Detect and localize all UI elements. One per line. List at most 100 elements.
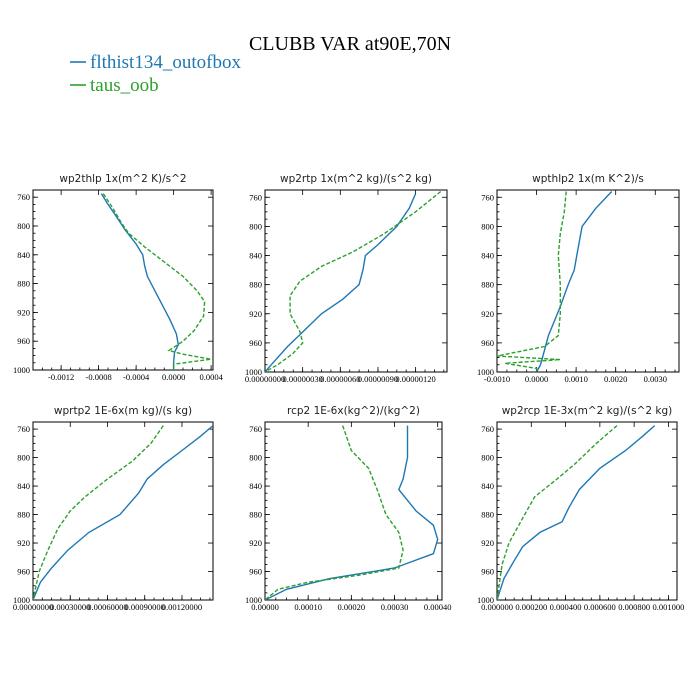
plot-frame bbox=[264, 189, 448, 373]
series-line-taus-oob bbox=[33, 425, 164, 600]
y-tick-label: 960 bbox=[17, 336, 30, 346]
y-tick-label: 920 bbox=[17, 538, 30, 548]
series-line-flthist134 bbox=[497, 425, 656, 600]
y-tick-label: 1000 bbox=[245, 367, 262, 377]
y-tick-label: 760 bbox=[481, 424, 494, 434]
x-tick-label: 0.00090000 bbox=[125, 602, 165, 612]
panel-2: wp2rtp 1x(m^2 kg)/(s^2 kg) 760 800 840 880 92… bbox=[245, 173, 448, 384]
panel-title: wpthlp2 1x(m K^2)/s bbox=[532, 173, 644, 185]
y-tick-label: 800 bbox=[249, 221, 262, 231]
plot-frame bbox=[32, 189, 214, 371]
y-tick-label: 760 bbox=[249, 424, 262, 434]
y-tick-label: 840 bbox=[481, 481, 494, 491]
legend-label-flthist134: flthist134_outofbox bbox=[90, 52, 241, 73]
x-tick-label: 0.0020 bbox=[604, 374, 627, 384]
y-tick-label: 920 bbox=[481, 309, 494, 319]
y-tick-label: 840 bbox=[249, 481, 262, 491]
panel-title: wp2rcp 1E-3x(m^2 kg)/(s^2 kg) bbox=[502, 405, 673, 417]
figure-title: CLUBB VAR at90E,70N bbox=[249, 33, 451, 55]
x-tick-label: 0.000600 bbox=[584, 602, 616, 612]
y-tick-label: 880 bbox=[249, 510, 262, 520]
panel-title: wprtp2 1E-6x(m kg)/(s kg) bbox=[54, 405, 192, 417]
panel-title: rcp2 1E-6x(kg^2)/(kg^2) bbox=[287, 405, 420, 417]
y-tick-label: 800 bbox=[17, 221, 30, 231]
x-tick-label: -0.0010 bbox=[484, 374, 510, 384]
panel-1: wp2thlp 1x(m^2 K)/s^2 760 800 840 880 920 960 1… bbox=[13, 173, 224, 382]
x-tick-label: 0.00120000 bbox=[162, 602, 202, 612]
plot-frame bbox=[496, 421, 678, 601]
x-tick-label: -0.0012 bbox=[48, 372, 74, 382]
series-line-taus-oob bbox=[102, 193, 212, 370]
panel-title: wp2rtp 1x(m^2 kg)/(s^2 kg) bbox=[280, 173, 432, 185]
y-tick-label: 1000 bbox=[477, 367, 494, 377]
y-tick-label: 960 bbox=[481, 338, 494, 348]
plot-frame bbox=[496, 189, 680, 373]
x-tick-label: 0.0000 bbox=[525, 374, 548, 384]
x-tick-label: 0.00030000 bbox=[50, 602, 90, 612]
y-tick-label: 800 bbox=[481, 453, 494, 463]
x-tick-label: 0.0000 bbox=[162, 372, 185, 382]
x-tick-label: 0.00000090 bbox=[358, 374, 398, 384]
y-tick-label: 920 bbox=[481, 538, 494, 548]
x-tick-label: 0.00020 bbox=[338, 602, 366, 612]
y-tick-label: 760 bbox=[249, 192, 262, 202]
plot-frame bbox=[32, 421, 214, 601]
y-tick-label: 960 bbox=[481, 567, 494, 577]
series-line-taus-oob bbox=[265, 425, 404, 600]
y-tick-label: 960 bbox=[249, 338, 262, 348]
y-tick-label: 800 bbox=[17, 453, 30, 463]
panel-5: rcp2 1E-6x(kg^2)/(kg^2) 760 800 840 880 920 96… bbox=[245, 405, 451, 612]
y-tick-label: 960 bbox=[249, 567, 262, 577]
x-tick-label: 0.000200 bbox=[515, 602, 547, 612]
x-tick-label: 0.00060000 bbox=[87, 602, 127, 612]
x-tick-label: 0.00000120 bbox=[395, 374, 435, 384]
series-line-flthist134 bbox=[100, 193, 180, 370]
x-tick-label: 0.000400 bbox=[550, 602, 582, 612]
x-tick-label: 0.00000000 bbox=[13, 602, 53, 612]
y-tick-label: 920 bbox=[249, 309, 262, 319]
series-line-flthist134 bbox=[265, 425, 439, 600]
y-tick-label: 760 bbox=[17, 424, 30, 434]
panel-title: wp2thlp 1x(m^2 K)/s^2 bbox=[59, 173, 186, 185]
x-tick-label: 0.00030 bbox=[381, 602, 409, 612]
y-tick-label: 840 bbox=[17, 250, 30, 260]
plot-frame bbox=[264, 421, 443, 601]
y-tick-label: 1000 bbox=[13, 595, 30, 605]
x-tick-label: 0.00000060 bbox=[320, 374, 360, 384]
y-tick-label: 880 bbox=[249, 280, 262, 290]
x-tick-label: 0.0010 bbox=[564, 374, 587, 384]
series-line-flthist134 bbox=[265, 193, 417, 372]
x-tick-label: 0.00000000 bbox=[245, 374, 285, 384]
x-tick-label: 0.001000 bbox=[652, 602, 684, 612]
x-tick-label: -0.0004 bbox=[123, 372, 150, 382]
x-tick-label: 0.00000 bbox=[251, 602, 279, 612]
legend: flthist134_outofbox taus_oob bbox=[70, 52, 241, 96]
x-tick-label: 0.0030 bbox=[644, 374, 667, 384]
x-tick-label: 0.000000 bbox=[481, 602, 513, 612]
y-tick-label: 960 bbox=[17, 567, 30, 577]
series-line-flthist134 bbox=[33, 425, 213, 600]
y-tick-label: 880 bbox=[481, 280, 494, 290]
y-tick-label: 800 bbox=[481, 221, 494, 231]
legend-label-taus-oob: taus_oob bbox=[90, 75, 159, 96]
y-tick-label: 1000 bbox=[245, 595, 262, 605]
y-tick-label: 880 bbox=[481, 510, 494, 520]
panel-3: wpthlp2 1x(m K^2)/s 760 800 840 880 920 960 100… bbox=[477, 173, 680, 384]
y-tick-label: 760 bbox=[481, 192, 494, 202]
y-tick-label: 800 bbox=[249, 453, 262, 463]
series-line-taus-oob bbox=[497, 425, 618, 600]
y-tick-label: 920 bbox=[249, 538, 262, 548]
y-tick-label: 840 bbox=[17, 481, 30, 491]
y-tick-label: 840 bbox=[249, 251, 262, 261]
y-tick-label: 880 bbox=[17, 279, 30, 289]
x-tick-label: 0.0004 bbox=[199, 372, 223, 382]
y-tick-label: 840 bbox=[481, 251, 494, 261]
y-tick-label: 760 bbox=[17, 192, 30, 202]
panels: wp2thlp 1x(m^2 K)/s^2 760 800 840 880 920 960 1… bbox=[13, 173, 685, 612]
series-line-taus-oob bbox=[497, 191, 567, 372]
y-tick-label: 920 bbox=[17, 307, 30, 317]
x-tick-label: 0.000800 bbox=[618, 602, 650, 612]
x-tick-label: 0.00040 bbox=[424, 602, 452, 612]
x-tick-label: -0.0008 bbox=[86, 372, 112, 382]
